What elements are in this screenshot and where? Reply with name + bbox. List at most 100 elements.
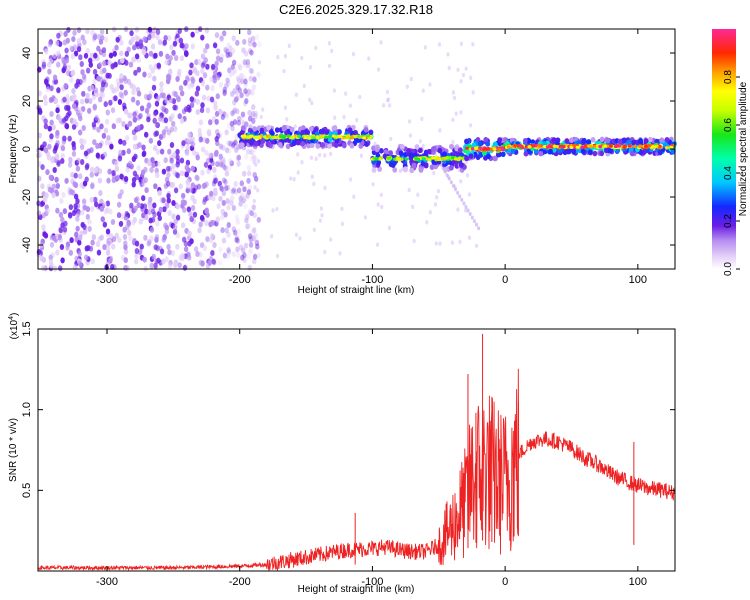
noise-speckle xyxy=(205,107,211,114)
noise-speckle xyxy=(136,66,142,73)
noise-speckle xyxy=(149,262,154,269)
x-tick-label: 100 xyxy=(629,274,647,286)
noise-speckle xyxy=(57,265,63,272)
noise-speckle xyxy=(180,192,186,199)
noise-speckle xyxy=(215,161,220,168)
signal-cell xyxy=(265,141,271,147)
noise-speckle xyxy=(102,60,107,67)
noise-speckle xyxy=(59,197,64,204)
noise-speckle xyxy=(236,154,242,161)
noise-speckle xyxy=(156,257,161,264)
noise-speckle xyxy=(205,157,211,164)
signal-ridge xyxy=(427,158,432,162)
noise-speckle xyxy=(120,57,125,64)
noise-speckle xyxy=(190,182,196,189)
noise-speckle xyxy=(234,89,240,96)
noise-speckle xyxy=(255,243,260,250)
noise-speckle xyxy=(136,202,141,209)
signal-cell xyxy=(368,129,374,136)
noise-speckle xyxy=(65,244,70,251)
signal-ridge xyxy=(537,144,542,148)
noise-speckle xyxy=(75,225,80,232)
noise-speckle xyxy=(60,216,65,223)
signal-cell xyxy=(408,152,414,159)
noise-speckle xyxy=(99,205,104,212)
signal-cell xyxy=(281,124,287,131)
x-tick-label: 0 xyxy=(502,576,508,588)
noise-speckle xyxy=(106,240,111,247)
signal-cell xyxy=(449,143,454,150)
noise-speckle xyxy=(248,67,253,74)
noise-speckle xyxy=(124,50,130,57)
noise-speckle xyxy=(229,195,235,202)
noise-speckle xyxy=(232,119,238,126)
signal-cell xyxy=(638,138,644,144)
noise-speckle xyxy=(119,39,124,46)
noise-speckle xyxy=(90,29,95,36)
noise-speckle xyxy=(79,159,85,166)
noise-speckle xyxy=(86,107,92,114)
noise-speckle xyxy=(166,197,171,204)
noise-speckle xyxy=(68,212,73,219)
noise-speckle xyxy=(235,218,241,225)
diagonal-speckle xyxy=(445,173,449,178)
noise-speckle xyxy=(79,138,84,145)
noise-speckle xyxy=(104,118,110,125)
noise-speckle xyxy=(132,143,138,150)
noise-speckle xyxy=(177,262,182,269)
noise-speckle xyxy=(215,48,221,55)
noise-speckle xyxy=(200,62,206,69)
noise-speckle xyxy=(146,102,152,109)
noise-speckle xyxy=(247,115,253,122)
signal-cell xyxy=(538,150,544,157)
noise-speckle xyxy=(238,244,244,251)
noise-speckle xyxy=(178,254,183,261)
sparse-speckle xyxy=(282,68,286,74)
noise-speckle xyxy=(137,141,142,148)
svg-text:(x104): (x104) xyxy=(8,313,20,340)
noise-speckle xyxy=(140,169,146,176)
sparse-speckle xyxy=(323,249,327,255)
noise-speckle xyxy=(43,123,49,130)
noise-speckle xyxy=(89,166,95,173)
noise-speckle xyxy=(77,129,83,136)
signal-cell xyxy=(341,142,347,149)
noise-speckle xyxy=(178,85,184,92)
noise-speckle xyxy=(133,69,138,76)
noise-speckle xyxy=(164,59,169,66)
noise-speckle xyxy=(250,229,256,236)
noise-speckle xyxy=(54,40,60,47)
noise-speckle xyxy=(252,258,257,265)
noise-speckle xyxy=(181,206,187,213)
signal-cell xyxy=(437,147,443,154)
noise-speckle xyxy=(85,47,90,54)
noise-speckle xyxy=(132,134,138,141)
signal-ridge xyxy=(349,136,354,140)
noise-speckle xyxy=(200,146,206,153)
noise-speckle xyxy=(212,242,217,249)
sparse-speckle xyxy=(405,84,409,89)
noise-speckle xyxy=(189,216,194,223)
sparse-speckle xyxy=(371,182,375,187)
noise-speckle xyxy=(155,95,161,102)
noise-speckle xyxy=(252,41,257,48)
signal-cell xyxy=(388,150,393,156)
noise-speckle xyxy=(211,195,216,202)
noise-speckle xyxy=(102,67,107,74)
noise-speckle xyxy=(190,141,196,148)
noise-speckle xyxy=(108,257,113,264)
sparse-speckle xyxy=(296,152,300,157)
noise-speckle xyxy=(71,141,76,148)
signal-cell xyxy=(533,148,539,154)
sparse-speckle xyxy=(450,240,455,245)
noise-speckle xyxy=(208,237,214,244)
noise-speckle xyxy=(238,195,243,202)
noise-speckle xyxy=(243,76,248,83)
sparse-speckle xyxy=(256,188,260,193)
noise-speckle xyxy=(179,90,185,97)
noise-speckle xyxy=(55,183,60,190)
noise-speckle xyxy=(231,187,237,194)
snr-x-label: Height of straight line (km) xyxy=(298,584,415,595)
noise-speckle xyxy=(226,140,231,147)
